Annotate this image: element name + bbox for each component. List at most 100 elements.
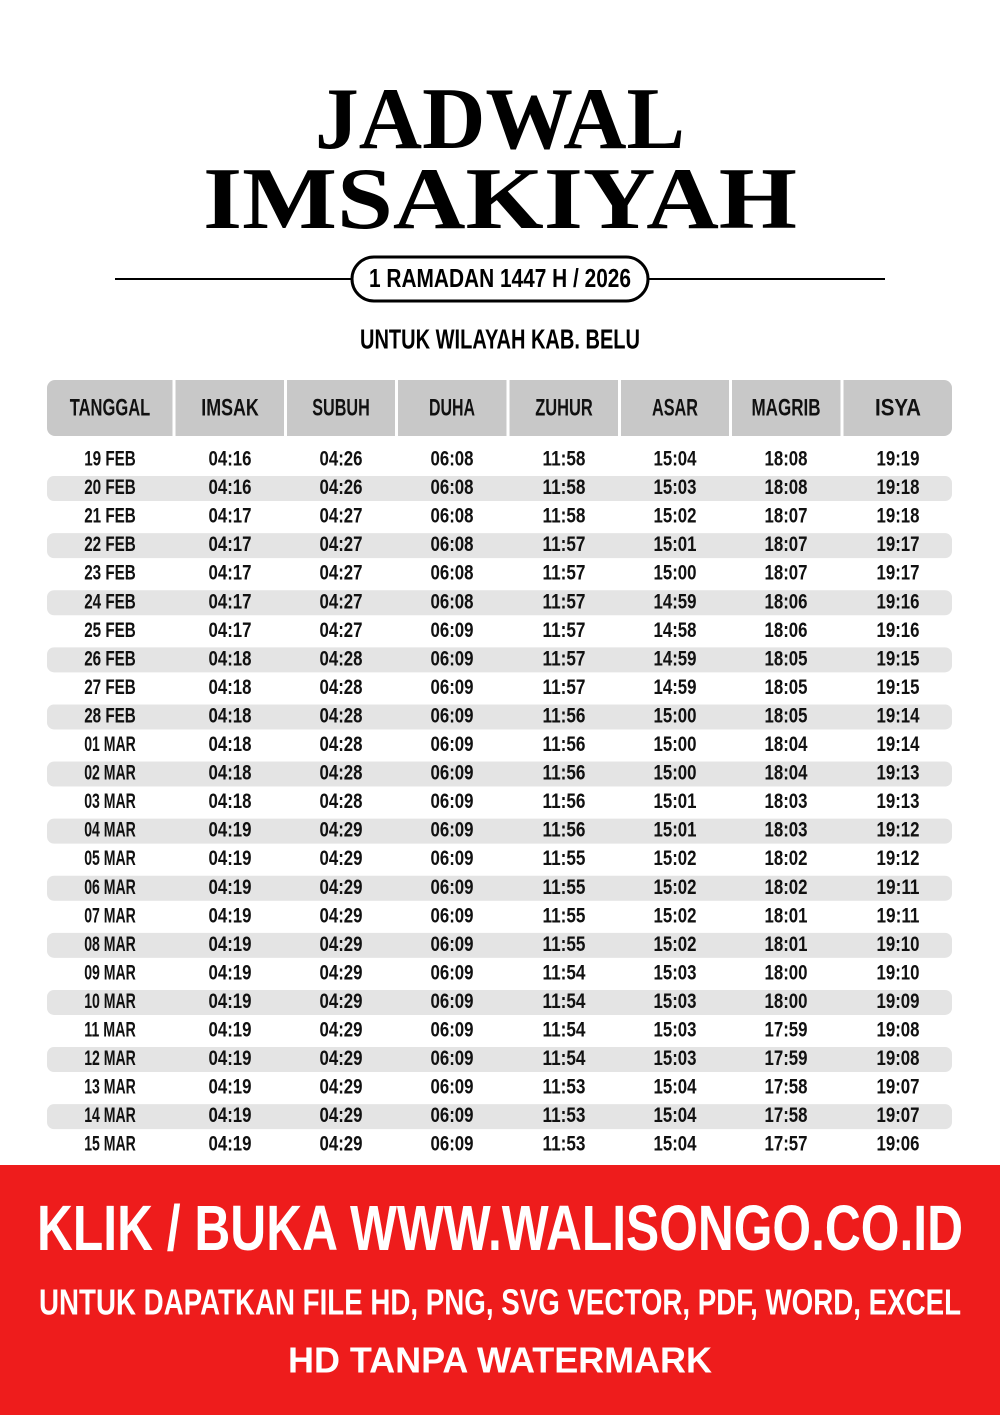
time-cell: 15:00 <box>654 704 697 727</box>
time-cell: 04:18 <box>209 762 252 785</box>
banner-note: HD TANPA WATERMARK <box>288 1340 712 1381</box>
time-cell: 19:14 <box>877 733 920 756</box>
time-cell: 11:53 <box>543 1133 586 1156</box>
date-cell: 14 MAR <box>84 1104 136 1127</box>
time-cell: 15:02 <box>654 904 697 927</box>
time-cell: 04:18 <box>209 790 252 813</box>
time-cell: 04:19 <box>209 819 252 842</box>
row-band <box>47 761 952 787</box>
row-band <box>47 1104 952 1130</box>
time-cell: 19:11 <box>877 904 920 927</box>
time-cell: 04:19 <box>209 904 252 927</box>
date-cell: 15 MAR <box>84 1133 136 1156</box>
time-cell: 06:08 <box>431 505 474 528</box>
time-cell: 11:56 <box>543 733 586 756</box>
time-cell: 15:04 <box>654 1104 697 1127</box>
time-cell: 11:54 <box>543 1047 586 1070</box>
date-cell: 19 FEB <box>84 448 136 471</box>
time-cell: 11:54 <box>543 990 586 1013</box>
time-cell: 04:19 <box>209 1019 252 1042</box>
row-band <box>47 533 952 559</box>
time-cell: 19:15 <box>877 676 920 699</box>
time-cell: 19:11 <box>877 876 920 899</box>
time-cell: 04:19 <box>209 1076 252 1099</box>
time-cell: 15:00 <box>654 762 697 785</box>
time-cell: 04:27 <box>320 619 363 642</box>
time-cell: 04:29 <box>320 1047 363 1070</box>
time-cell: 15:02 <box>654 847 697 870</box>
date-cell: 21 FEB <box>84 505 136 528</box>
time-cell: 17:57 <box>765 1133 808 1156</box>
time-cell: 04:18 <box>209 704 252 727</box>
time-cell: 04:28 <box>320 790 363 813</box>
time-cell: 04:29 <box>320 933 363 956</box>
time-cell: 04:17 <box>209 533 252 556</box>
time-cell: 06:09 <box>431 733 474 756</box>
time-cell: 06:09 <box>431 933 474 956</box>
time-cell: 18:07 <box>765 562 808 585</box>
time-cell: 11:56 <box>543 819 586 842</box>
time-cell: 04:18 <box>209 647 252 670</box>
time-cell: 04:19 <box>209 847 252 870</box>
date-cell: 28 FEB <box>84 704 136 727</box>
date-cell: 11 MAR <box>84 1019 136 1042</box>
time-cell: 04:27 <box>320 533 363 556</box>
time-cell: 11:53 <box>543 1104 586 1127</box>
time-cell: 14:59 <box>654 647 697 670</box>
date-cell: 26 FEB <box>84 647 136 670</box>
time-cell: 14:59 <box>654 590 697 613</box>
date-cell: 24 FEB <box>84 590 136 613</box>
time-cell: 04:29 <box>320 990 363 1013</box>
time-cell: 06:09 <box>431 647 474 670</box>
time-cell: 04:19 <box>209 1104 252 1127</box>
banner <box>0 1165 1000 1415</box>
time-cell: 06:09 <box>431 619 474 642</box>
time-cell: 04:28 <box>320 647 363 670</box>
row-band <box>47 590 952 616</box>
time-cell: 04:16 <box>209 476 252 499</box>
time-cell: 06:09 <box>431 990 474 1013</box>
time-cell: 15:01 <box>654 790 697 813</box>
time-cell: 04:29 <box>320 847 363 870</box>
time-cell: 19:18 <box>877 476 920 499</box>
time-cell: 06:09 <box>431 904 474 927</box>
date-cell: 02 MAR <box>84 762 136 785</box>
row-band <box>47 476 952 502</box>
time-cell: 06:09 <box>431 1133 474 1156</box>
time-cell: 06:09 <box>431 762 474 785</box>
time-cell: 04:19 <box>209 1133 252 1156</box>
time-cell: 15:02 <box>654 876 697 899</box>
date-cell: 22 FEB <box>84 533 136 556</box>
title: JADWAL <box>315 71 685 168</box>
period: 1 RAMADAN 1447 H / 2026 <box>369 263 631 293</box>
time-cell: 19:10 <box>877 933 920 956</box>
title: IMSAKIYAH <box>203 151 797 248</box>
time-cell: 19:16 <box>877 619 920 642</box>
time-cell: 11:57 <box>543 676 586 699</box>
time-cell: 06:09 <box>431 1076 474 1099</box>
date-cell: 27 FEB <box>84 676 136 699</box>
time-cell: 19:13 <box>877 762 920 785</box>
time-cell: 04:27 <box>320 562 363 585</box>
time-cell: 11:57 <box>543 562 586 585</box>
time-cell: 19:07 <box>877 1104 920 1127</box>
time-cell: 18:02 <box>765 876 808 899</box>
time-cell: 19:07 <box>877 1076 920 1099</box>
time-cell: 04:19 <box>209 990 252 1013</box>
date-cell: 13 MAR <box>84 1076 136 1099</box>
column-header: MAGRIB <box>752 394 821 421</box>
time-cell: 18:05 <box>765 676 808 699</box>
time-cell: 11:56 <box>543 704 586 727</box>
date-cell: 08 MAR <box>84 933 136 956</box>
row-band <box>47 818 952 844</box>
time-cell: 04:17 <box>209 505 252 528</box>
time-cell: 04:29 <box>320 1076 363 1099</box>
time-cell: 04:29 <box>320 876 363 899</box>
time-cell: 06:09 <box>431 704 474 727</box>
time-cell: 19:12 <box>877 847 920 870</box>
time-cell: 04:29 <box>320 961 363 984</box>
time-cell: 19:18 <box>877 505 920 528</box>
date-cell: 04 MAR <box>84 819 136 842</box>
